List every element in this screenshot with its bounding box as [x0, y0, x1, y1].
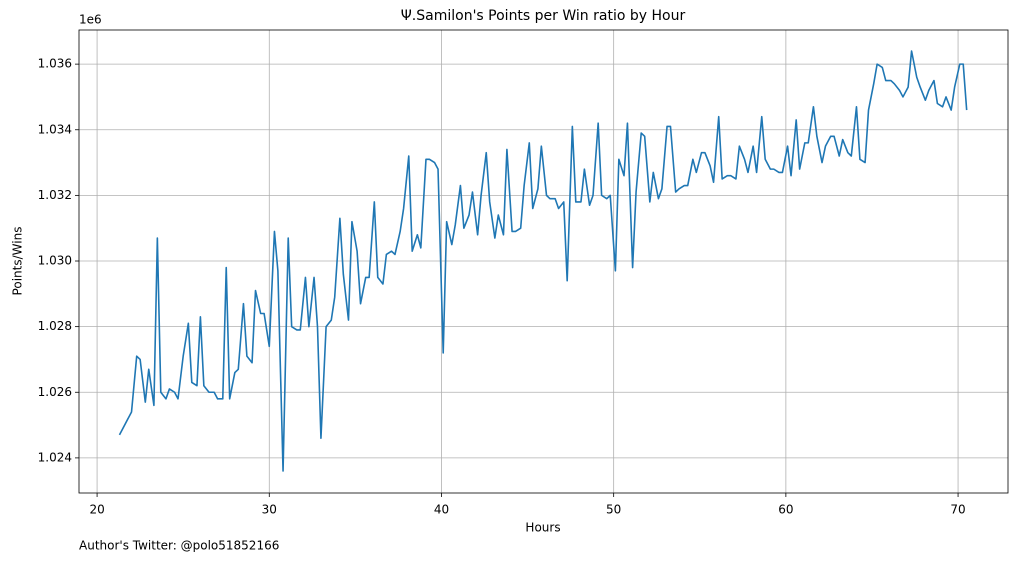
- offset-label: 1e6: [79, 13, 102, 27]
- x-tick-label: 20: [89, 503, 104, 517]
- x-tick-label: 50: [606, 503, 621, 517]
- y-axis-label: Points/Wins: [11, 227, 25, 296]
- chart-title: Ψ.Samilon's Points per Win ratio by Hour: [401, 8, 686, 24]
- x-axis-label: Hours: [525, 521, 560, 535]
- y-tick-label: 1.032: [38, 188, 72, 202]
- y-tick-label: 1.028: [38, 319, 72, 333]
- y-tick-label: 1.036: [38, 57, 72, 71]
- x-tick-label: 40: [434, 503, 449, 517]
- y-tick-label: 1.024: [38, 450, 72, 464]
- y-tick-label: 1.026: [38, 385, 72, 399]
- y-tick-label: 1.030: [38, 254, 72, 268]
- x-tick-label: 70: [950, 503, 965, 517]
- data-line: [118, 50, 968, 472]
- plot-frame: [78, 29, 1009, 494]
- footnote: Author's Twitter: @polo51852166: [79, 539, 279, 553]
- x-tick-label: 60: [778, 503, 793, 517]
- y-tick-label: 1.034: [38, 122, 72, 136]
- x-tick-label: 30: [262, 503, 277, 517]
